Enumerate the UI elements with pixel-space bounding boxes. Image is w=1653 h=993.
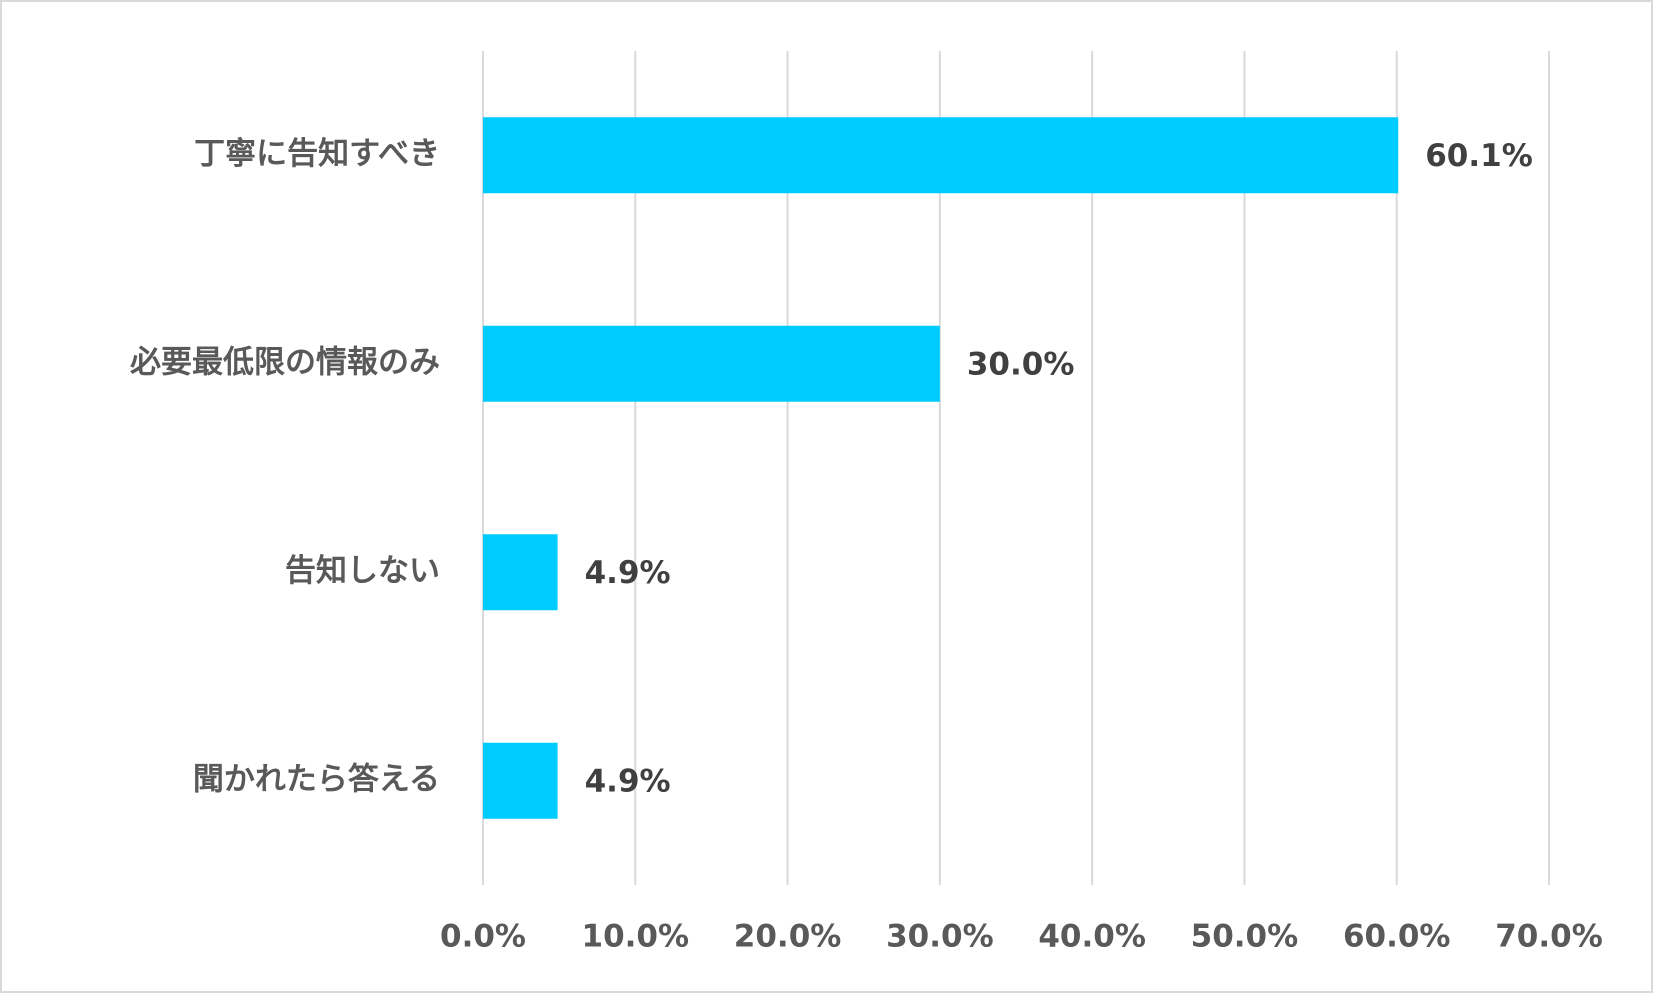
x-tick-label: 10.0% (582, 919, 690, 955)
data-label: 60.1% (1425, 138, 1533, 174)
x-tick-label: 0.0% (440, 919, 526, 955)
bar (483, 534, 558, 611)
y-tick-label: 必要最低限の情報のみ (130, 344, 440, 380)
bar (483, 742, 558, 819)
data-label: 4.9% (585, 555, 671, 591)
y-tick-label: 丁寧に告知すべき (194, 136, 440, 172)
x-tick-label: 40.0% (1038, 919, 1146, 955)
x-tick-label: 30.0% (886, 919, 994, 955)
bar (483, 117, 1399, 194)
x-tick-label: 60.0% (1343, 919, 1451, 955)
x-tick-label: 50.0% (1191, 919, 1299, 955)
y-tick-label: 聞かれたら答える (193, 761, 440, 797)
y-tick-label: 告知しない (285, 553, 440, 589)
data-label: 30.0% (967, 346, 1075, 382)
x-tick-label: 70.0% (1495, 919, 1603, 955)
bar (483, 325, 940, 402)
x-tick-label: 20.0% (734, 919, 842, 955)
data-label: 4.9% (585, 763, 671, 799)
